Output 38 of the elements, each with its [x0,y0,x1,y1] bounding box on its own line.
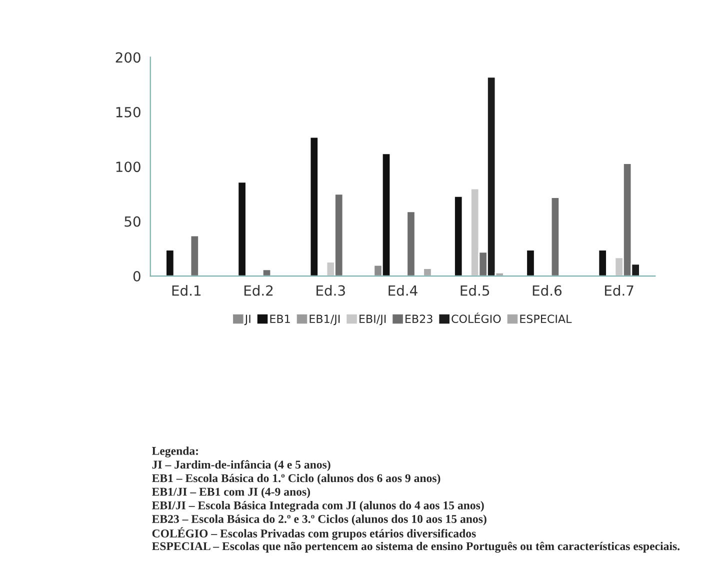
y-tick-label: 150 [116,106,140,118]
text: COLÉGIO – Escolas Privadas com grupos etários diversificados [152,527,476,540]
y-tick-label: 0 [133,270,140,282]
text: EB23 – Escola Básica do 2.º e 3.º Ciclos (alunos dos 10 aos 15 anos) [152,514,486,526]
y-tick-label: 200 [116,52,140,63]
bar [406,210,416,276]
legend-label: EB23 [406,314,432,324]
text: JI – Jardim-de-infância (4 e 5 anos) [152,460,330,472]
legend-label: JI [244,314,250,326]
bar [550,196,560,276]
bar [237,181,247,276]
y-tick-label: 50 [124,216,140,227]
text: Legenda: [152,446,198,458]
text: EB1/JI – EB1 com JI (4-9 anos) [152,487,310,498]
bar [165,249,175,276]
text: EB1 – Escola Básica do 1.º Ciclo (alunos dos 6 aos 9 anos) [152,474,440,485]
text: ESPECIAL – Escolas que não pertencem ao sistema de ensino Português ou têm características especiais. [152,542,680,553]
legend-label: EB1 [270,314,290,323]
legend-label: EBI/JI [360,314,386,326]
x-tick-label: Ed.3 [316,285,345,296]
x-tick-label: Ed.4 [388,285,418,296]
legend-label: EB1/JI [310,314,340,326]
bar [526,249,536,276]
bar [598,249,608,276]
x-tick-label: Ed.2 [244,285,273,296]
bar [190,234,200,276]
bar [262,268,272,276]
x-tick-label: Ed.5 [460,285,490,296]
bar [454,195,464,276]
x-tick-label: Ed.6 [532,285,562,296]
text: EBI/JI – Escola Básica Integrada com JI (alunos do 4 aos 15 anos) [152,500,484,512]
legend-label: ESPECIAL [520,314,572,324]
y-tick-label: 100 [116,162,140,172]
legend-label: COLÉGIO [452,312,501,324]
bar [309,136,319,276]
bar [422,268,432,276]
x-tick-label: Ed.1 [172,285,201,296]
x-tick-label: Ed.7 [605,285,634,296]
